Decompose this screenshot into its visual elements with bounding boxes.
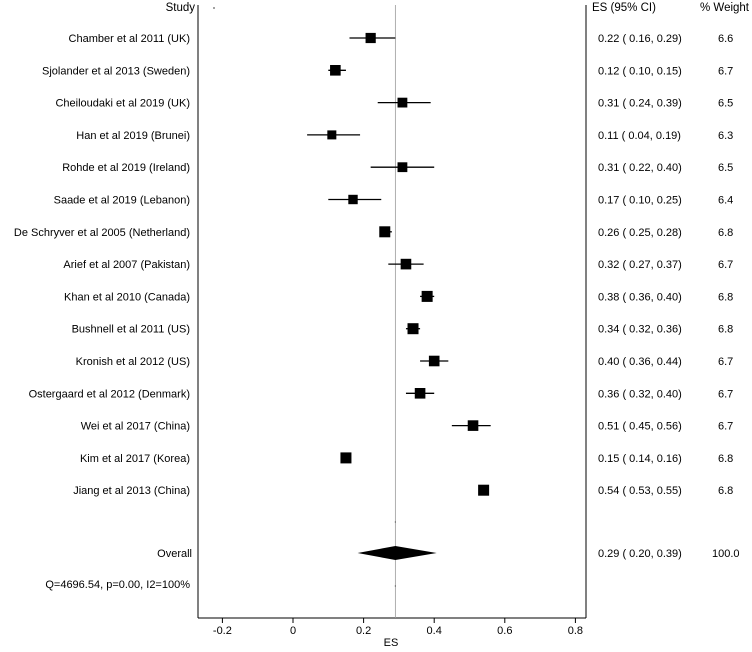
study-row: Kim et al 2017 (Korea) 0.15 ( 0.14, 0.16)… bbox=[80, 452, 733, 465]
effect-size-marker bbox=[340, 452, 352, 464]
x-axis-label: ES bbox=[384, 637, 399, 649]
effect-size-ci-value: 0.36 ( 0.32, 0.40) bbox=[598, 388, 682, 400]
effect-size-marker bbox=[467, 420, 479, 431]
es-ci-header: ES (95% CI) bbox=[592, 2, 656, 14]
weight-value: 6.7 bbox=[718, 259, 733, 271]
study-row: Sjolander et al 2013 (Sweden) 0.12 ( 0.10… bbox=[42, 65, 733, 77]
study-row: Kronish et al 2012 (US) 0.40 ( 0.36, 0.44… bbox=[76, 355, 733, 368]
study-label: Kim et al 2017 (Korea) bbox=[80, 453, 190, 465]
weight-value: 6.5 bbox=[718, 98, 733, 110]
overall-diamond bbox=[357, 546, 437, 560]
x-axis: -0.2 0 0.2 0.4 0.6 0.8 bbox=[213, 618, 583, 637]
weight-value: 6.5 bbox=[718, 162, 733, 174]
study-row: Bushnell et al 2011 (US) 0.34 ( 0.32, 0.3… bbox=[72, 323, 733, 336]
study-row: Arief et al 2007 (Pakistan) 0.32 ( 0.27, … bbox=[63, 258, 733, 271]
x-tick-label: 0.2 bbox=[356, 625, 371, 637]
column-headers: Study ES (95% CI) % Weight bbox=[166, 2, 750, 14]
x-tick-label: 0.8 bbox=[568, 625, 583, 637]
study-row: Cheiloudaki et al 2019 (UK) 0.31 ( 0.24, … bbox=[55, 98, 733, 110]
effect-size-marker bbox=[330, 65, 341, 76]
overall-label: Overall bbox=[157, 548, 192, 560]
effect-size-marker bbox=[397, 162, 408, 173]
study-row: Rohde et al 2019 (Ireland) 0.31 ( 0.22, 0… bbox=[62, 162, 733, 174]
study-label: Arief et al 2007 (Pakistan) bbox=[63, 259, 190, 271]
x-tick-label: 0.4 bbox=[427, 625, 442, 637]
weight-value: 6.7 bbox=[718, 388, 733, 400]
study-rows: Chamber et al 2011 (UK) 0.22 ( 0.16, 0.29… bbox=[14, 32, 734, 497]
effect-size-ci-value: 0.22 ( 0.16, 0.29) bbox=[598, 33, 682, 45]
effect-size-marker bbox=[379, 226, 391, 238]
effect-size-ci-value: 0.51 ( 0.45, 0.56) bbox=[598, 421, 682, 433]
study-label: Wei et al 2017 (China) bbox=[81, 421, 190, 433]
overall-effect-size-ci-value: 0.29 ( 0.20, 0.39) bbox=[598, 548, 682, 560]
effect-size-ci-value: 0.31 ( 0.24, 0.39) bbox=[598, 98, 682, 110]
study-label: Khan et al 2010 (Canada) bbox=[64, 291, 190, 303]
study-label: Han et al 2019 (Brunei) bbox=[76, 130, 190, 142]
effect-size-ci-value: 0.32 ( 0.27, 0.37) bbox=[598, 259, 682, 271]
plot-frame bbox=[197, 5, 587, 619]
weight-value: 6.7 bbox=[718, 65, 733, 77]
study-label: Chamber et al 2011 (UK) bbox=[69, 33, 190, 45]
effect-size-marker bbox=[478, 484, 490, 496]
effect-size-marker bbox=[400, 258, 412, 270]
weight-header: % Weight bbox=[700, 2, 750, 14]
weight-value: 6.8 bbox=[718, 291, 733, 303]
x-tick-label: 0.6 bbox=[497, 625, 512, 637]
study-label: De Schryver et al 2005 (Netherland) bbox=[14, 227, 190, 239]
study-row: Ostergaard et al 2012 (Denmark) 0.36 ( 0.… bbox=[29, 388, 733, 400]
weight-value: 6.6 bbox=[718, 33, 733, 45]
weight-value: 6.7 bbox=[718, 421, 733, 433]
study-label: Rohde et al 2019 (Ireland) bbox=[62, 162, 190, 174]
study-row: Wei et al 2017 (China) 0.51 ( 0.45, 0.56)… bbox=[81, 420, 733, 433]
weight-value: 6.8 bbox=[718, 227, 733, 239]
weight-value: 6.8 bbox=[718, 324, 733, 336]
effect-size-marker bbox=[348, 194, 358, 205]
effect-size-ci-value: 0.38 ( 0.36, 0.40) bbox=[598, 291, 682, 303]
study-label: Ostergaard et al 2012 (Denmark) bbox=[29, 388, 190, 400]
study-label: Jiang et al 2013 (China) bbox=[73, 485, 190, 497]
weight-value: 6.3 bbox=[718, 130, 733, 142]
study-label: Bushnell et al 2011 (US) bbox=[72, 324, 190, 336]
weight-value: 6.8 bbox=[718, 453, 733, 465]
study-row: Khan et al 2010 (Canada) 0.38 ( 0.36, 0.4… bbox=[64, 290, 733, 303]
study-row: Han et al 2019 (Brunei) 0.11 ( 0.04, 0.19… bbox=[76, 130, 733, 142]
study-label: Cheiloudaki et al 2019 (UK) bbox=[55, 98, 190, 110]
effect-size-marker bbox=[365, 32, 376, 44]
effect-size-ci-value: 0.26 ( 0.25, 0.28) bbox=[598, 227, 682, 239]
effect-size-marker bbox=[421, 290, 433, 302]
effect-size-ci-value: 0.40 ( 0.36, 0.44) bbox=[598, 356, 682, 368]
study-row: Jiang et al 2013 (China) 0.54 ( 0.53, 0.5… bbox=[73, 484, 733, 497]
weight-value: 6.7 bbox=[718, 356, 733, 368]
effect-size-ci-value: 0.54 ( 0.53, 0.55) bbox=[598, 485, 682, 497]
x-tick-label: -0.2 bbox=[213, 625, 232, 637]
study-row: De Schryver et al 2005 (Netherland) 0.26 … bbox=[14, 226, 733, 239]
overall-weight-value: 100.0 bbox=[712, 548, 740, 560]
effect-size-marker bbox=[327, 130, 337, 140]
weight-value: 6.4 bbox=[718, 195, 733, 207]
heterogeneity-stats: Q=4696.54, p=0.00, I2=100% bbox=[45, 579, 190, 591]
effect-size-marker bbox=[397, 97, 408, 108]
study-label: Kronish et al 2012 (US) bbox=[76, 356, 190, 368]
effect-size-marker bbox=[407, 323, 419, 335]
effect-size-ci-value: 0.11 ( 0.04, 0.19) bbox=[598, 130, 681, 142]
effect-size-marker bbox=[428, 355, 440, 367]
overall-row: Overall 0.29 ( 0.20, 0.39) 100.0 bbox=[157, 521, 740, 587]
study-row: Chamber et al 2011 (UK) 0.22 ( 0.16, 0.29… bbox=[69, 32, 733, 45]
x-tick-label: 0 bbox=[290, 625, 296, 637]
effect-size-marker bbox=[414, 388, 426, 399]
study-label: Sjolander et al 2013 (Sweden) bbox=[42, 65, 190, 77]
study-header: Study bbox=[166, 2, 196, 14]
effect-size-ci-value: 0.12 ( 0.10, 0.15) bbox=[598, 65, 682, 77]
weight-value: 6.8 bbox=[718, 485, 733, 497]
effect-size-ci-value: 0.15 ( 0.14, 0.16) bbox=[598, 453, 682, 465]
effect-size-ci-value: 0.31 ( 0.22, 0.40) bbox=[598, 162, 682, 174]
effect-size-ci-value: 0.34 ( 0.32, 0.36) bbox=[598, 324, 682, 336]
study-label: Saade et al 2019 (Lebanon) bbox=[54, 195, 190, 207]
study-row: Saade et al 2019 (Lebanon) 0.17 ( 0.10, 0… bbox=[54, 195, 734, 207]
effect-size-ci-value: 0.17 ( 0.10, 0.25) bbox=[598, 195, 682, 207]
